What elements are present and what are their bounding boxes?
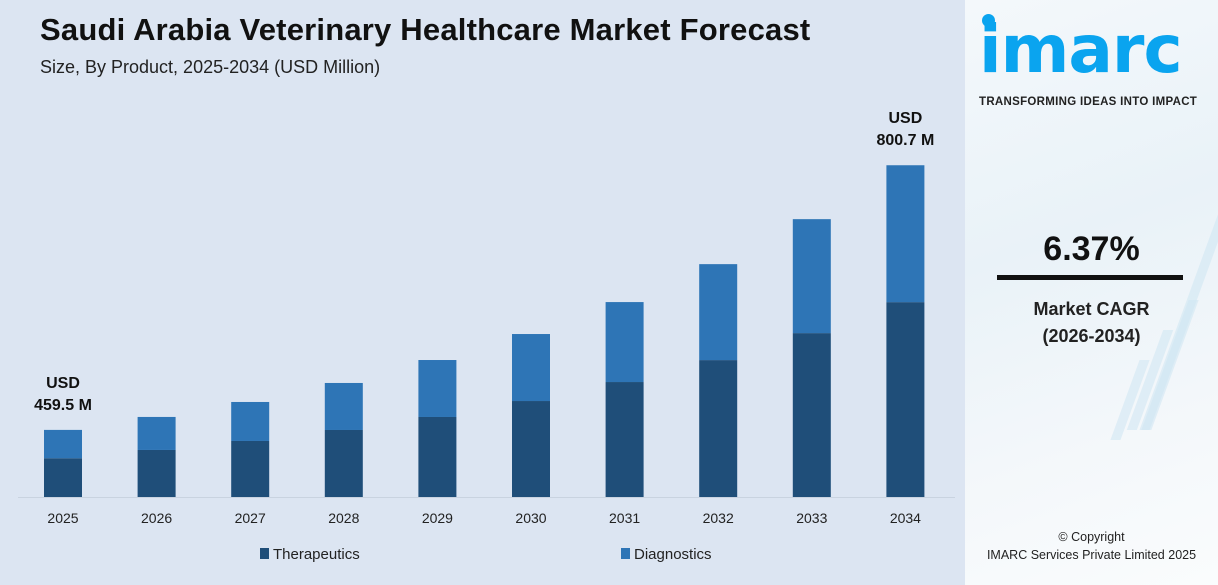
x-tick-label: 2030 (515, 510, 546, 526)
chart-title: Saudi Arabia Veterinary Healthcare Marke… (40, 12, 811, 47)
chart-panel: Saudi Arabia Veterinary Healthcare Marke… (0, 0, 965, 585)
data-label: USD (46, 375, 80, 392)
bar-therapeutics-2031 (605, 382, 644, 497)
bar-diagnostics-2030 (512, 334, 550, 402)
bar-therapeutics-2030 (512, 401, 550, 497)
x-tick-label: 2034 (890, 510, 921, 526)
bar-diagnostics-2031 (605, 302, 644, 383)
bar-therapeutics-2028 (324, 429, 363, 497)
bar-diagnostics-2033 (792, 219, 831, 334)
bar-therapeutics-2025 (44, 458, 82, 497)
x-tick-label: 2032 (703, 510, 734, 526)
bar-therapeutics-2033 (792, 333, 831, 497)
data-label: USD (889, 110, 923, 127)
bar-diagnostics-2027 (231, 401, 270, 441)
chart-subtitle: Size, By Product, 2025-2034 (USD Million… (40, 57, 381, 77)
x-tick-label: 2029 (422, 510, 453, 526)
cagr-period: (2026-2034) (1042, 326, 1141, 346)
cagr-value: 6.37% (1043, 230, 1140, 268)
data-label: 800.7 M (876, 132, 934, 149)
x-tick-label: 2031 (609, 510, 640, 526)
x-tick-label: 2025 (47, 510, 78, 526)
bar-diagnostics-2034 (886, 165, 925, 303)
imarc-logo: imarc (979, 11, 1183, 88)
legend-swatch-therapeutics (260, 548, 269, 559)
logo-tagline: TRANSFORMING IDEAS INTO IMPACT (979, 96, 1198, 108)
sidebar-panel: imarc TRANSFORMING IDEAS INTO IMPACT 6.3… (965, 0, 1218, 585)
stacked-bar-chart: 2025 2026 2027 2028 2029 2030 2031 2032 2033 2034… (18, 110, 955, 563)
x-tick-label: 2033 (796, 510, 827, 526)
bar-therapeutics-2034 (886, 302, 925, 497)
bar-diagnostics-2032 (699, 264, 738, 361)
cagr-divider (997, 275, 1183, 280)
copyright-label: © Copyright (1058, 530, 1125, 544)
copyright: © Copyright IMARC Services Private Limit… (965, 528, 1218, 564)
bar-diagnostics-2026 (137, 416, 176, 450)
bar-diagnostics-2029 (418, 360, 457, 417)
legend-label-therapeutics: Therapeutics (273, 546, 360, 563)
x-tick-label: 2028 (328, 510, 359, 526)
logo-dot (982, 14, 995, 27)
cagr-label: Market CAGR (2026-2034) (965, 296, 1218, 350)
legend-swatch-diagnostics (621, 548, 630, 559)
bar-therapeutics-2027 (231, 440, 270, 497)
copyright-company: IMARC Services Private Limited 2025 (986, 548, 1197, 562)
bar-diagnostics-2025 (44, 429, 82, 459)
legend-label-diagnostics: Diagnostics (634, 546, 712, 563)
bar-therapeutics-2026 (137, 449, 176, 497)
bar-diagnostics-2028 (324, 382, 363, 430)
bar-therapeutics-2032 (699, 360, 738, 497)
cagr-label-text: Market CAGR (1033, 299, 1150, 319)
bar-therapeutics-2029 (418, 416, 457, 497)
x-tick-label: 2027 (235, 510, 266, 526)
data-label: 459.5 M (34, 397, 92, 414)
x-tick-label: 2026 (141, 510, 172, 526)
